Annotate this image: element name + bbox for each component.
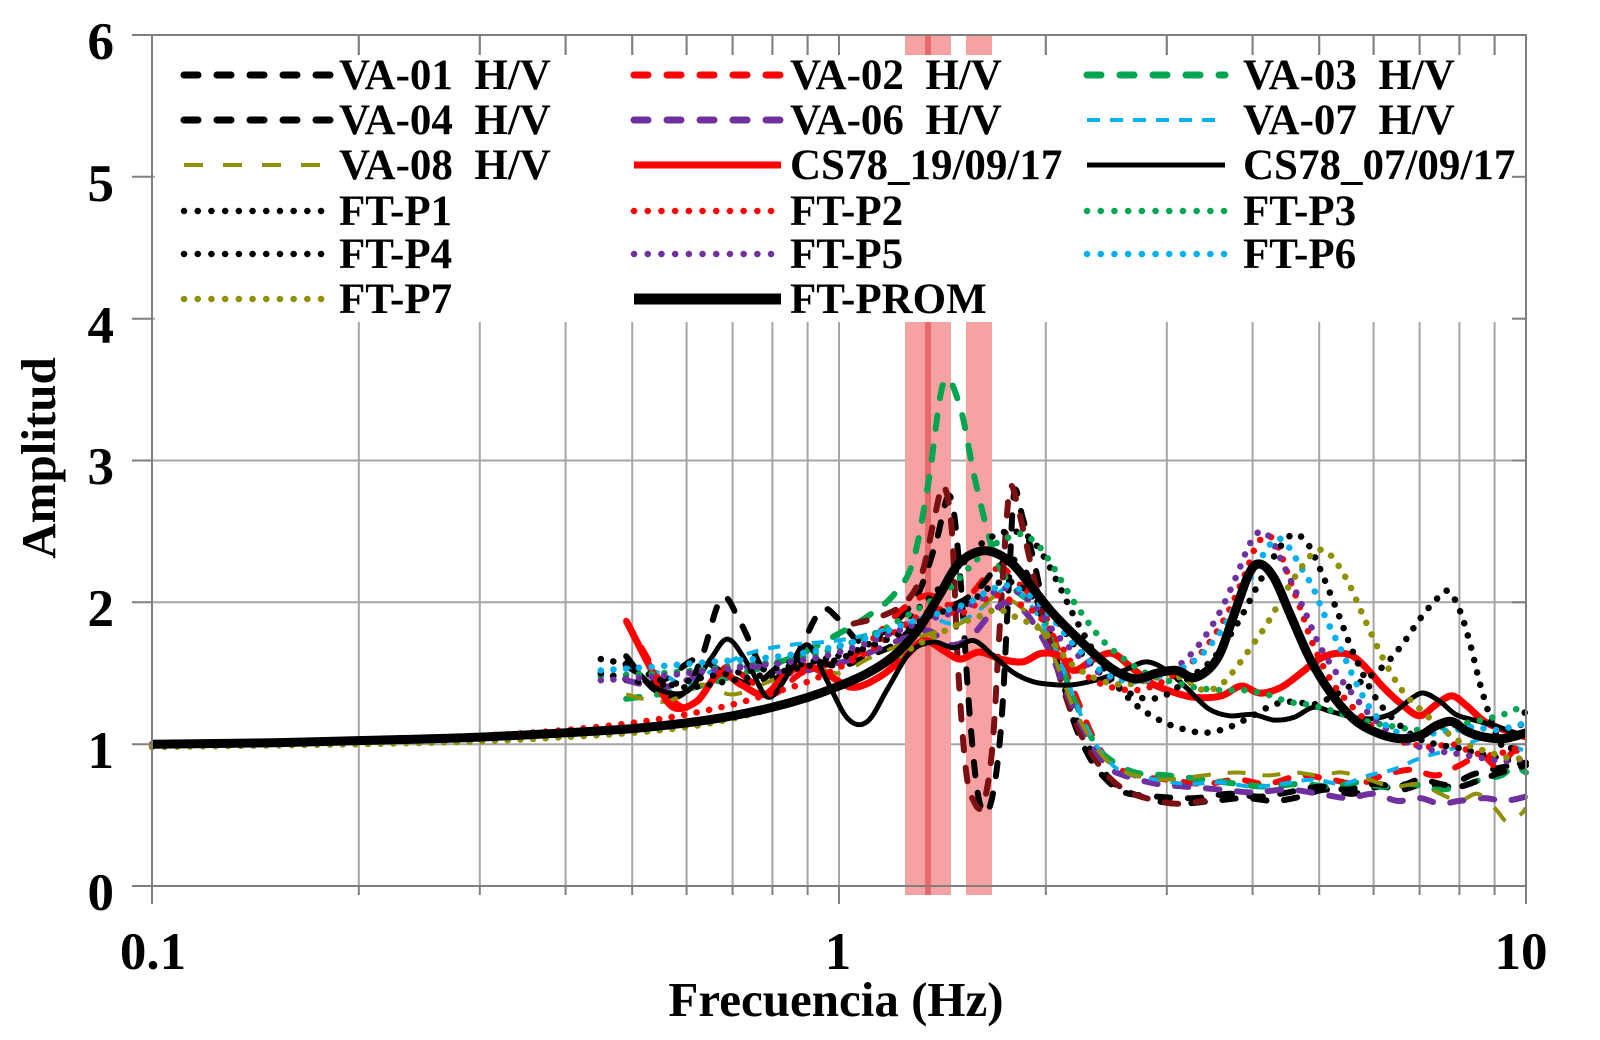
svg-text:VA-04 H/V: VA-04 H/V bbox=[339, 97, 551, 144]
svg-text:FT-PROM: FT-PROM bbox=[790, 276, 987, 323]
svg-text:FT-P2: FT-P2 bbox=[790, 188, 903, 235]
svg-text:10: 10 bbox=[1495, 923, 1548, 981]
svg-text:FT-P4: FT-P4 bbox=[339, 231, 452, 278]
svg-text:6: 6 bbox=[88, 13, 115, 71]
svg-text:3: 3 bbox=[88, 438, 115, 496]
svg-text:CS78_07/09/17: CS78_07/09/17 bbox=[1243, 142, 1515, 189]
svg-text:0: 0 bbox=[88, 864, 115, 922]
svg-text:FT-P3: FT-P3 bbox=[1243, 188, 1356, 235]
svg-text:FT-P1: FT-P1 bbox=[339, 188, 452, 235]
svg-text:VA-07 H/V: VA-07 H/V bbox=[1243, 97, 1455, 144]
svg-text:VA-02 H/V: VA-02 H/V bbox=[790, 52, 1002, 99]
svg-text:FT-P6: FT-P6 bbox=[1243, 231, 1356, 278]
svg-text:4: 4 bbox=[88, 297, 115, 355]
svg-text:VA-08 H/V: VA-08 H/V bbox=[339, 142, 551, 189]
svg-text:Amplitud: Amplitud bbox=[11, 357, 66, 559]
svg-text:VA-01 H/V: VA-01 H/V bbox=[339, 52, 551, 99]
svg-text:VA-03 H/V: VA-03 H/V bbox=[1243, 52, 1455, 99]
svg-text:0.1: 0.1 bbox=[120, 923, 186, 981]
svg-text:CS78_19/09/17: CS78_19/09/17 bbox=[790, 142, 1062, 189]
svg-text:1: 1 bbox=[88, 722, 115, 780]
svg-text:VA-06 H/V: VA-06 H/V bbox=[790, 97, 1002, 144]
svg-text:Frecuencia (Hz): Frecuencia (Hz) bbox=[668, 972, 1003, 1027]
svg-text:1: 1 bbox=[825, 923, 852, 981]
svg-text:5: 5 bbox=[88, 155, 115, 213]
svg-text:FT-P5: FT-P5 bbox=[790, 231, 903, 278]
svg-text:FT-P7: FT-P7 bbox=[339, 276, 452, 323]
svg-text:2: 2 bbox=[88, 580, 115, 638]
